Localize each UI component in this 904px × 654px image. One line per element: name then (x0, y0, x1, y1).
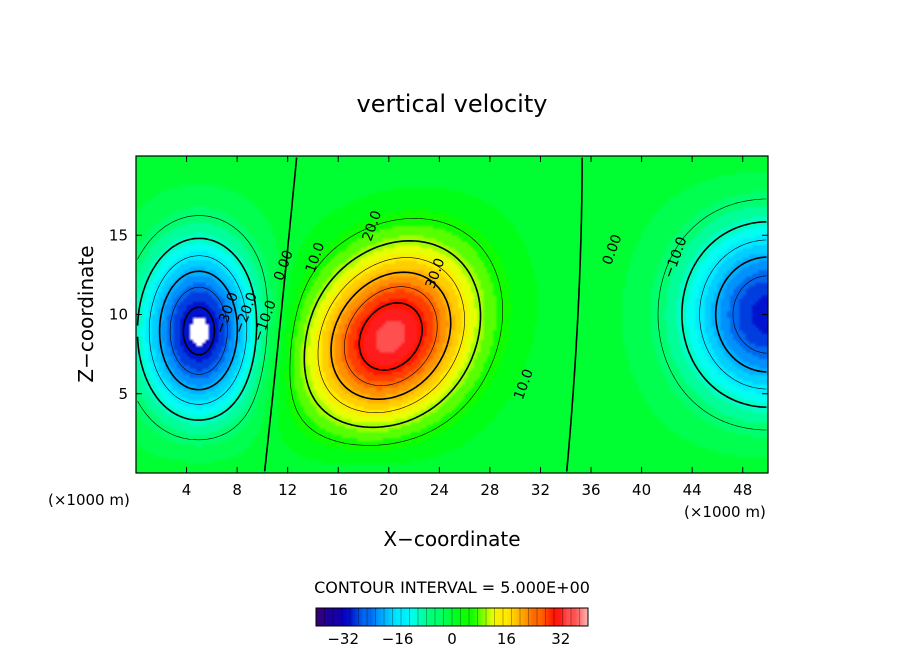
colorbar-tick-label: −16 (382, 630, 414, 648)
chart-title: vertical velocity (357, 90, 548, 118)
y-axis-label: Z−coordinate (74, 245, 98, 382)
x-tick-label: 8 (232, 481, 242, 499)
y-tick-label: 10 (109, 306, 128, 324)
colorbar-tick-label: 32 (551, 630, 570, 648)
heatmap-image (136, 156, 768, 473)
contour-line (358, 302, 423, 371)
x-axis-label: X−coordinate (383, 527, 520, 551)
y-tick-label: 15 (109, 226, 128, 244)
contour-lines (136, 157, 767, 472)
x-tick-label: 36 (581, 481, 600, 499)
y-tick-label: 5 (118, 385, 128, 403)
colorbar-ticks: −32 −16 0 16 32 (324, 608, 580, 648)
contour-line (148, 239, 767, 405)
colorbar-tick-label: 0 (447, 630, 457, 648)
x-tick-label: 48 (733, 481, 752, 499)
contour-line (182, 306, 216, 356)
contour-line (263, 157, 583, 472)
colorbar: −32 −16 0 16 32 (315, 607, 589, 648)
x-tick-label: 16 (329, 481, 348, 499)
contour-line (169, 275, 767, 375)
colorbar-tick-label: −32 (327, 630, 359, 648)
contour-line (303, 240, 482, 429)
x-tick-label: 24 (430, 481, 449, 499)
plot-area (135, 155, 769, 474)
contour-line (136, 221, 767, 421)
x-tick-label: 40 (632, 481, 651, 499)
contour-line (330, 271, 452, 400)
x-tick-label: 4 (182, 481, 192, 499)
y-axis: 5 10 15 (109, 226, 768, 403)
contour-line (158, 256, 767, 391)
x-unit-right: (×1000 m) (684, 503, 766, 521)
contour-interval-label: CONTOUR INTERVAL = 5.000E+00 (314, 578, 590, 597)
x-axis: 4 8 12 16 20 24 28 32 36 40 44 48 (182, 156, 752, 499)
x-unit-left: (×1000 m) (48, 491, 130, 509)
x-tick-label: 32 (531, 481, 550, 499)
contour-line (137, 198, 767, 441)
colorbar-tick-label: 16 (497, 630, 516, 648)
contour-line (344, 286, 438, 386)
x-tick-label: 28 (480, 481, 499, 499)
x-tick-label: 20 (379, 481, 398, 499)
contour-line (317, 257, 465, 413)
x-tick-label: 12 (278, 481, 297, 499)
x-tick-label: 44 (683, 481, 702, 499)
contour-line (289, 218, 503, 446)
